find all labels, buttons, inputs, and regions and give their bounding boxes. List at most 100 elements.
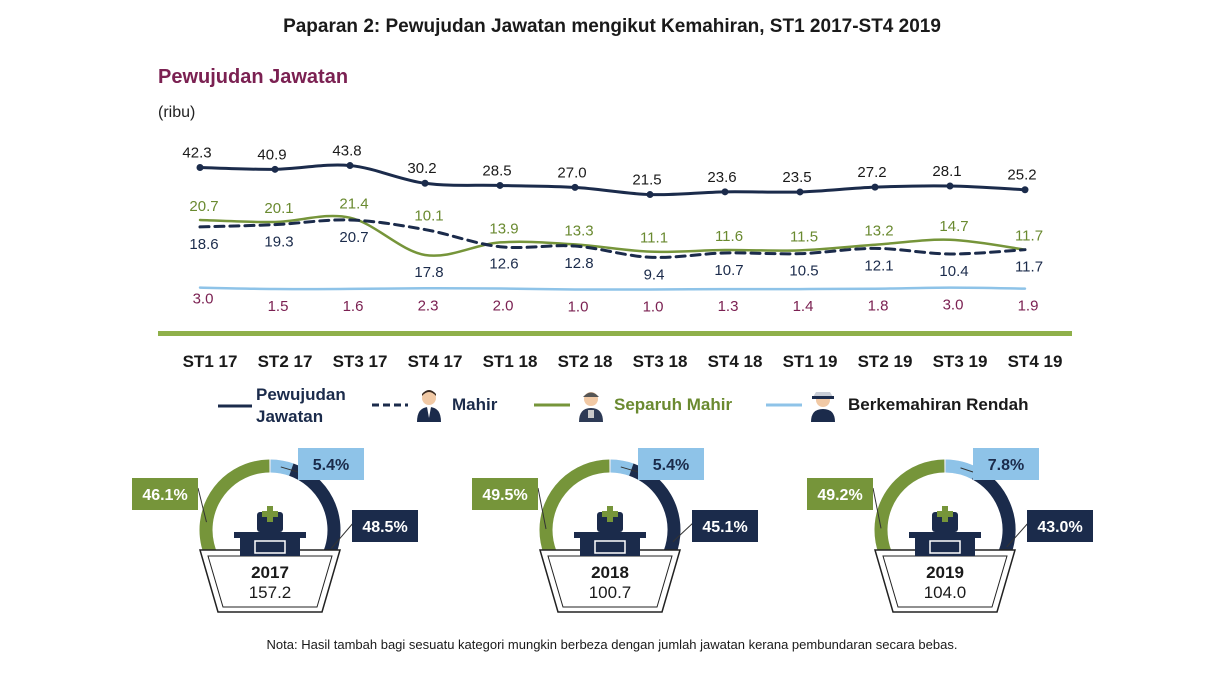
data-label-total-10: 28.1 [932,163,961,180]
desk-plus-h [937,511,953,517]
basket-inner [207,555,333,608]
leader-separuh [197,487,207,523]
x-tick-label-7: ST4 18 [708,352,763,371]
series-line-total [198,163,1027,197]
data-label-rendah-6: 1.0 [643,298,664,315]
x-tick-label-5: ST2 18 [558,352,613,371]
leader-rendah [280,466,299,473]
data-label-separuh-1: 20.1 [264,200,293,217]
point-total-8 [796,188,804,196]
leader-mahir [330,521,355,549]
office-desk-icon [574,506,646,556]
data-label-total-2: 43.8 [332,143,361,160]
data-label-total-9: 27.2 [857,164,886,181]
data-label-total-4: 28.5 [482,162,511,179]
data-label-mahir-9: 12.1 [864,257,893,274]
legend-label-rendah: Berkemahiran Rendah [848,395,1029,414]
x-tick-label-0: ST1 17 [183,352,238,371]
desk-plus-v [267,506,273,522]
slice-separuh [874,459,945,601]
callout-mahir: 43.0% [1037,519,1082,536]
data-label-rendah-3: 2.3 [418,297,439,314]
point-total-5 [571,183,579,191]
donut-total: 100.7 [589,583,632,602]
data-label-separuh-4: 13.9 [489,220,518,237]
x-tick-label-1: ST2 17 [258,352,313,371]
data-label-separuh-6: 11.1 [640,230,668,247]
legend-label-total: Pewujudan Jawatan [256,384,346,428]
data-label-mahir-3: 17.8 [414,264,443,281]
slice-separuh [539,459,610,601]
data-label-rendah-9: 1.8 [868,298,889,315]
callout-rendah: 5.4% [313,457,349,474]
desk-body [915,538,975,556]
leader-rendah [960,467,974,473]
donut-year: 2019 [926,563,964,582]
data-label-separuh-7: 11.6 [715,228,743,245]
leader-separuh [872,487,882,529]
data-label-mahir-1: 19.3 [264,234,293,251]
x-tick-label-3: ST4 17 [408,352,463,371]
data-label-separuh-8: 11.5 [790,228,818,245]
desk-top [574,532,646,538]
desk-case [597,512,623,532]
callout-rendah-box [638,448,704,480]
desk-plus-h [602,511,618,517]
x-tick-label-6: ST3 18 [633,352,688,371]
point-total-10 [946,182,954,190]
basket-inner [547,555,673,608]
donut-year: 2017 [251,563,289,582]
callout-mahir-box [1027,510,1093,542]
point-total-2 [346,162,354,170]
desk-top [234,532,306,538]
data-label-total-11: 25.2 [1007,167,1036,184]
data-label-rendah-10: 3.0 [943,297,964,314]
leader-rendah [620,466,639,473]
legend-swatch-total [218,404,252,408]
data-label-rendah-4: 2.0 [493,298,514,315]
desk-case [257,512,283,532]
donut-track [539,459,681,601]
callout-rendah-box [298,448,364,480]
legend-swatch-mahir [372,403,408,407]
y-unit-label: (ribu) [158,104,196,121]
slice-separuh [199,459,270,599]
leader-mahir [672,521,695,543]
legend-label-mahir: Mahir [452,395,498,414]
desk-body [580,538,640,556]
series-line-rendah [198,286,1027,291]
desk-plus-v [607,506,613,522]
data-label-total-7: 23.6 [707,169,736,186]
data-label-rendah-8: 1.4 [793,298,814,315]
legend-item-separuh: Separuh Mahir [534,388,732,422]
data-label-separuh-11: 11.7 [1015,228,1043,245]
point-total-9 [871,183,879,191]
series-line-separuh [198,214,1027,257]
x-tick-label-2: ST3 17 [333,352,388,371]
callout-separuh-box [807,478,873,510]
legend: Pewujudan Jawatan Mahir Separuh Mahir [0,384,1224,432]
callout-separuh: 49.5% [482,487,527,504]
donut-year: 2018 [591,563,629,582]
basket-icon [874,549,1016,613]
data-label-mahir-11: 11.7 [1015,259,1043,276]
chart-subtitle: Pewujudan Jawatan [158,66,349,88]
data-label-rendah-2: 1.6 [343,298,364,315]
legend-item-mahir: Mahir [372,388,497,422]
data-label-mahir-10: 10.4 [939,263,968,280]
desk-drawer [254,540,286,554]
callout-rendah: 7.8% [988,457,1024,474]
data-label-mahir-4: 12.6 [489,256,518,273]
data-label-total-6: 21.5 [632,172,661,189]
slice-rendah [610,459,634,476]
slice-mahir [941,467,1016,601]
callout-separuh: 46.1% [142,487,187,504]
desk-top [909,532,981,538]
callout-rendah-box [973,448,1039,480]
data-label-separuh-9: 13.2 [864,223,893,240]
callout-mahir: 48.5% [362,519,407,536]
x-tick-label-8: ST1 19 [783,352,838,371]
